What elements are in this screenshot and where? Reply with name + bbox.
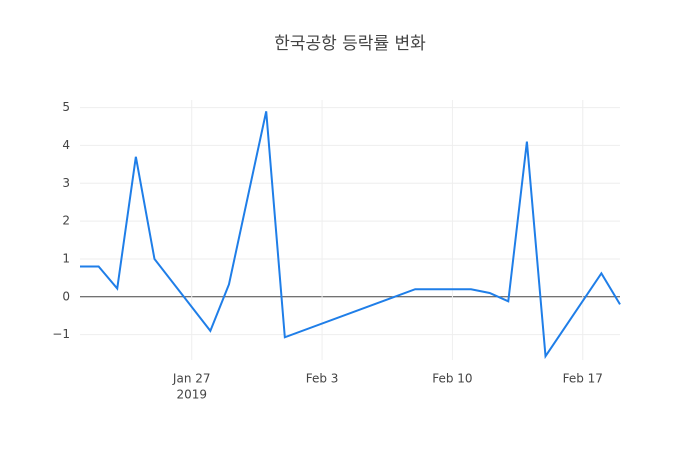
y-tick-label: −1 [52,327,70,341]
y-tick-label: 5 [62,100,70,114]
x-tick-label: Feb 10 [432,372,472,386]
y-tick-label: 2 [62,214,70,228]
line-series [80,111,621,360]
x-tick-label: Feb 17 [563,372,603,386]
x-tick-label: Jan 27 [172,372,211,386]
y-tick-label: 3 [62,176,70,190]
chart-title: 한국공항 등락률 변화 [274,34,426,54]
y-tick-label: 0 [62,289,70,303]
y-tick-label: 1 [62,251,70,265]
x-year-label: 2019 [176,388,207,402]
x-tick-label: Feb 3 [306,372,339,386]
y-tick-label: 4 [62,138,70,152]
